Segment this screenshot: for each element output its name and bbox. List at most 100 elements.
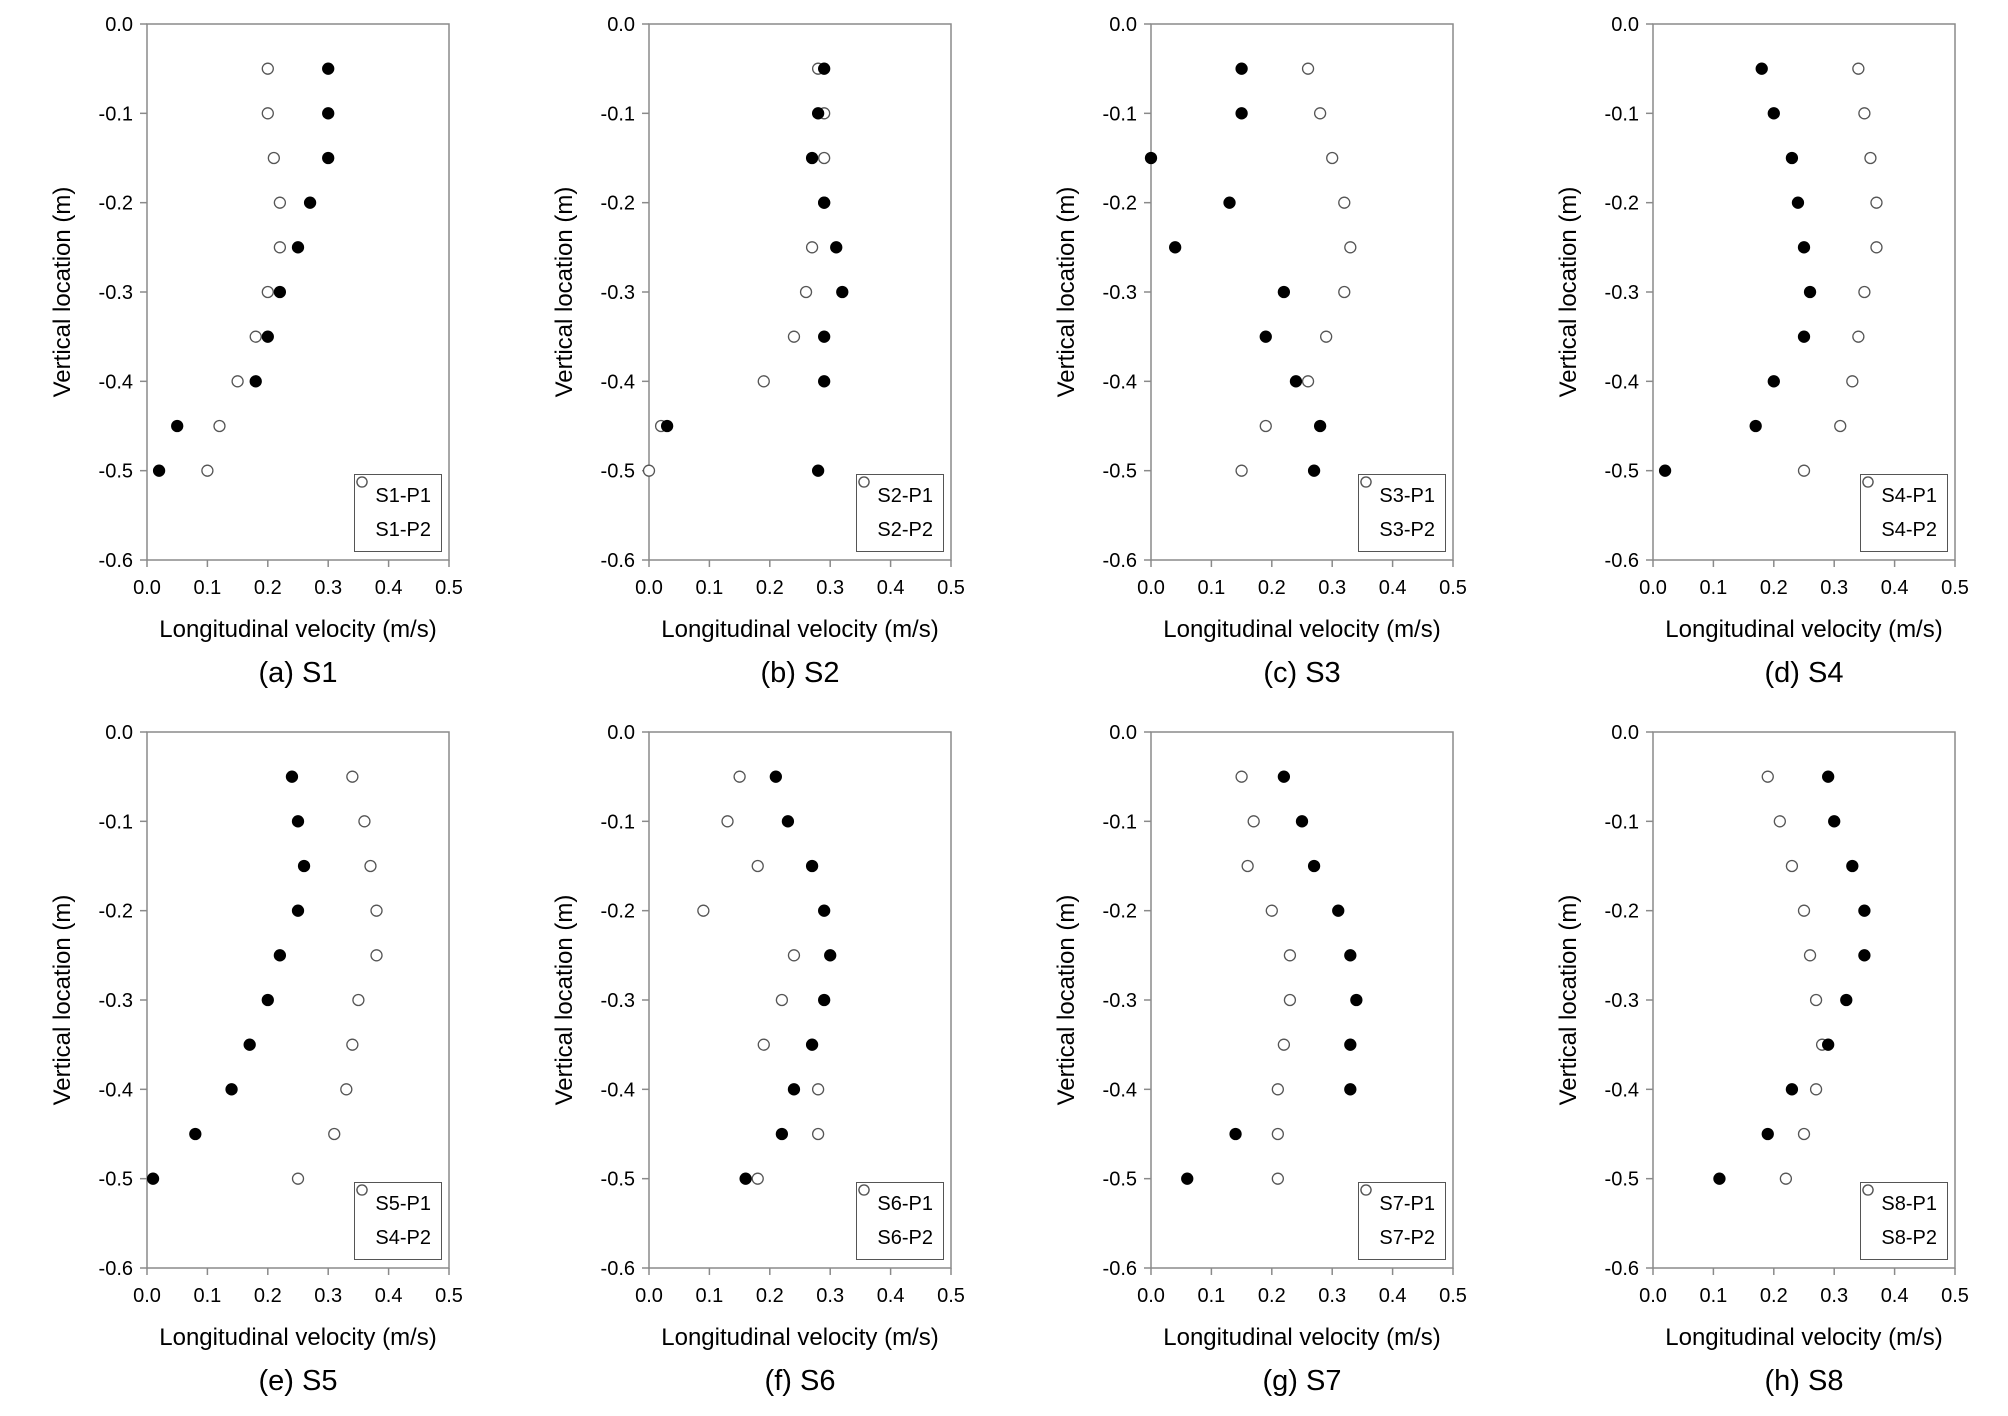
chart-svg: 0.0-0.1-0.2-0.3-0.4-0.5-0.60.0 0.1 0.2 0.3 0… [551,722,965,1351]
data-point-open [1265,904,1278,917]
legend-entry: S8-P2 [1862,1184,1937,1255]
data-point-filled [775,1127,789,1141]
legend-entry: S5-P1 [356,1184,431,1221]
x-axis-label: Longitudinal velocity (m/s) [1665,1324,1942,1351]
legend: S5-P1 S4-P2 [354,1182,442,1260]
legend-marker-open [356,1184,369,1196]
panel-caption: (b) S2 [760,657,840,689]
panel-caption: (g) S7 [1262,1365,1342,1397]
data-point-filled [1350,993,1363,1007]
y-tick-label: -0.4 [1103,371,1137,393]
y-tick-label: -0.3 [1605,990,1639,1012]
data-point-filled [261,993,274,1007]
data-point-open [775,993,789,1007]
data-point-open [751,1172,764,1185]
y-axis-label: Vertical location (m) [1555,895,1582,1106]
data-point-open [1271,1083,1284,1096]
data-point-open [249,330,262,343]
legend: S7-P1 S7-P2 [1358,1182,1446,1260]
data-point-open [1809,993,1823,1007]
data-point-filled [1785,151,1799,165]
x-tick-label: 0.4 [877,577,905,599]
legend-entry: S6-P1 [858,1184,933,1221]
y-tick-label: -0.3 [1103,282,1137,304]
y-axis-label: Vertical location (m) [1555,187,1582,398]
y-tick-label: -0.5 [601,461,635,483]
data-point-filled [273,285,287,299]
legend-label: S7-P1 [1379,1193,1435,1215]
legend-marker-shape [1360,1184,1373,1196]
y-tick-label: -0.6 [1103,550,1137,572]
chart-panel: 0.0 -0.1 -0.2 -0.3 -0.4 -0.5 -0.6 0.0 0.1 0.2 0.3 0… [1004,708,1506,1416]
data-point-filled [1767,107,1780,120]
data-point-filled [1289,375,1303,388]
legend-entry: S1-P2 [356,476,431,547]
legend-marker-open [356,476,369,488]
x-tick-label: 0.5 [1941,577,1969,599]
data-point-open [751,859,764,873]
data-point-open [1785,859,1799,873]
x-tick-label: 0.1 [695,577,723,599]
data-point-open [1779,1172,1793,1185]
x-tick-label: 0.0 [133,577,161,599]
x-tick-label: 0.3 [1318,1285,1346,1307]
data-point-open [370,904,383,917]
x-tick-label: 0.5 [435,1285,463,1307]
data-point-open [787,949,801,962]
data-point-open [1283,949,1297,962]
chart-svg: 0.0-0.1-0.2-0.3-0.4-0.5-0.60.0 0.1 0.2 0.3 0… [551,14,965,643]
data-point-filled [781,815,795,828]
data-point-filled [1713,1172,1726,1185]
data-point-filled [1344,1083,1357,1096]
data-point-filled [1144,151,1158,165]
data-point-open [642,464,656,477]
data-point-filled [1307,859,1321,873]
y-tick-label: -0.3 [1103,990,1137,1012]
data-point-filled [273,949,287,962]
legend-marker-open [1360,476,1373,488]
y-tick-label: -0.2 [1605,901,1639,923]
chart-panel: 0.0 -0.1 -0.2 -0.3 -0.4 -0.5 -0.6 0.0 0.1 0.2 0.3 0… [0,708,502,1416]
y-tick-label: -0.3 [99,282,133,304]
legend-entry: S2-P1 [858,476,933,513]
data-point-open [1338,285,1351,299]
legend-label: S1-P1 [375,485,431,507]
data-point-filled [739,1172,752,1185]
y-tick-label: -0.4 [601,1079,635,1101]
data-point-open [1313,107,1327,120]
data-point-filled [818,375,831,388]
chart-svg: 0.0-0.1-0.2-0.3-0.4-0.5-0.60.0 0.1 0.2 0.3 0… [49,722,463,1351]
data-point-filled [1259,330,1272,343]
data-point-filled [811,107,825,120]
data-point-open [1301,62,1315,75]
data-point-filled [818,196,831,209]
x-tick-label: 0.4 [1379,1285,1407,1307]
y-tick-label: -0.6 [601,550,635,572]
x-axis-label: Longitudinal velocity (m/s) [661,616,938,643]
legend-entry: S3-P1 [1360,476,1435,513]
y-tick-label: -0.1 [99,811,133,833]
y-tick-label: -0.6 [601,1258,635,1280]
legend-marker-shape [858,476,871,488]
legend-entry: S1-P1 [356,476,431,513]
data-point-open [273,196,287,209]
x-tick-label: 0.2 [756,577,784,599]
data-point-filled [1313,419,1327,433]
x-axis-label: Longitudinal velocity (m/s) [159,616,436,643]
x-tick-label: 0.0 [635,1285,663,1307]
x-tick-label: 0.1 [1699,577,1727,599]
panel-caption: (h) S8 [1764,1365,1844,1397]
legend-marker-open [1862,476,1875,488]
x-tick-label: 0.2 [1760,1285,1788,1307]
data-point-filled [805,859,819,873]
data-point-filled [811,464,825,477]
legend-label: S4-P2 [1881,519,1937,541]
data-point-filled [225,1083,238,1096]
data-point-filled [1277,770,1291,783]
data-point-filled [1785,1083,1799,1096]
y-tick-label: -0.4 [99,371,133,393]
data-point-filled [1858,904,1871,917]
data-point-open [261,107,274,120]
data-point-open [1235,770,1248,783]
x-tick-label: 0.4 [1881,577,1909,599]
